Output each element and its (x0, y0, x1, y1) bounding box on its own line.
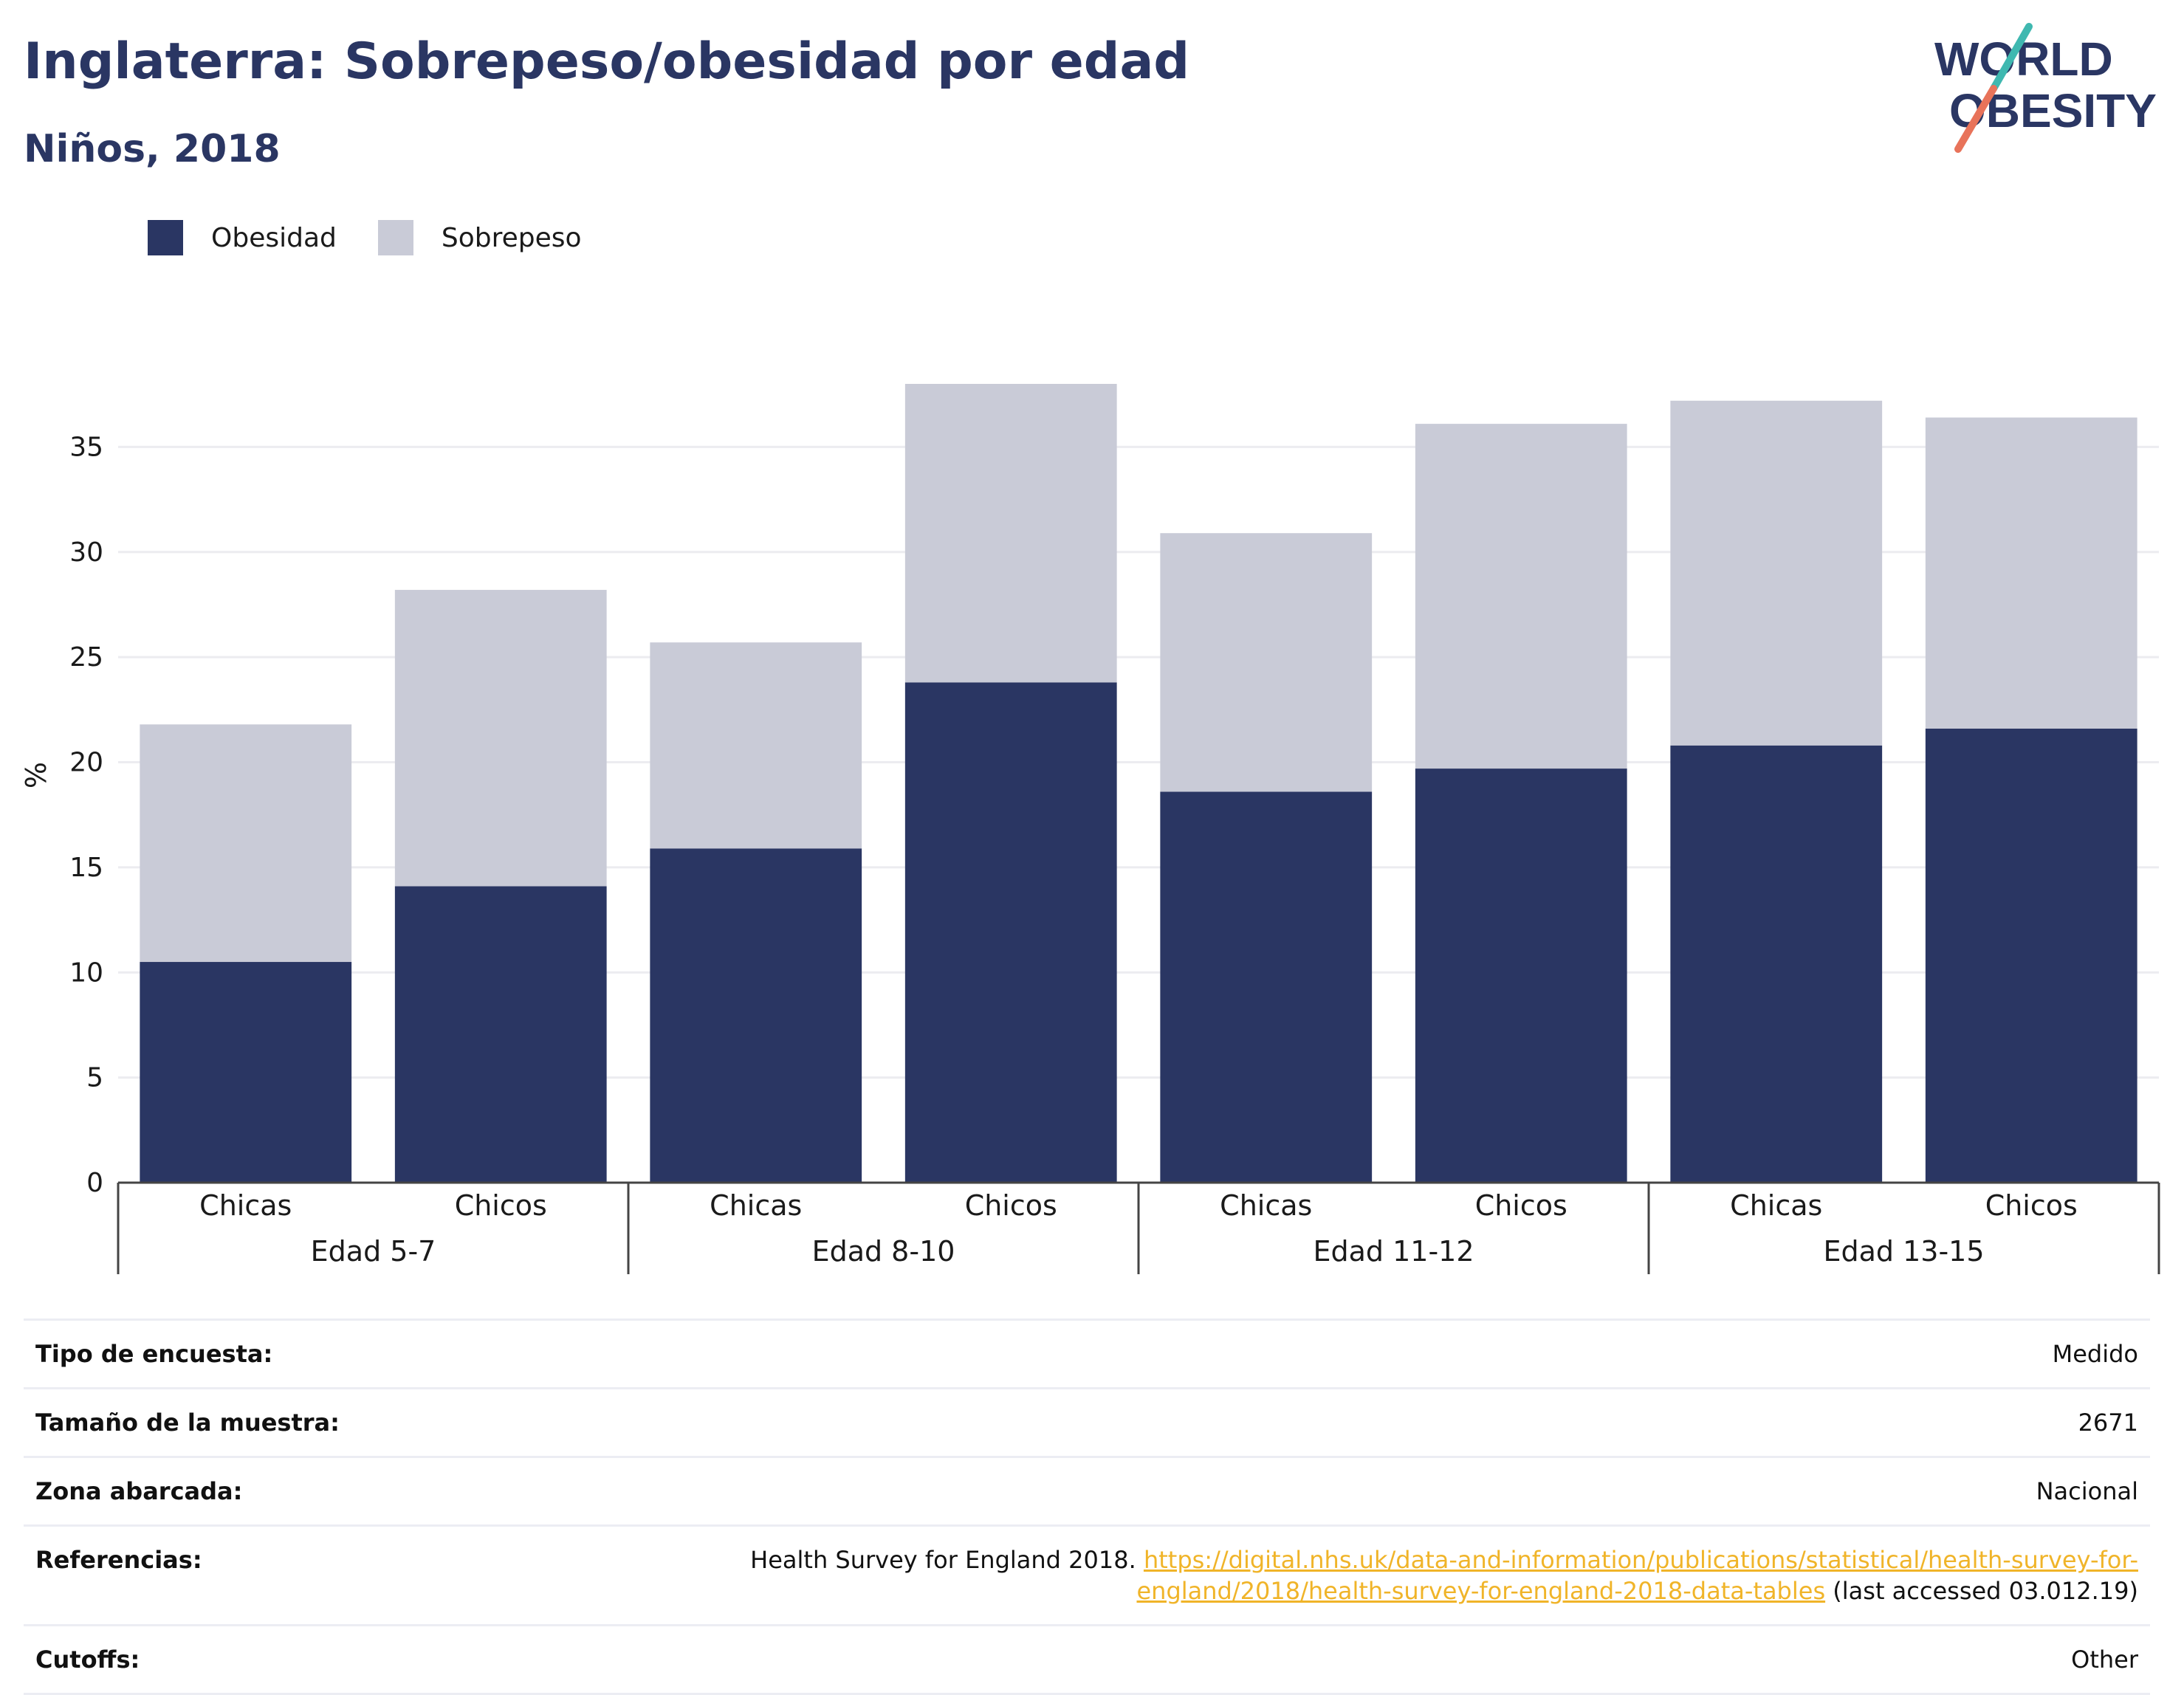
bar-sobrepeso[interactable] (1925, 417, 2137, 729)
world-obesity-logo-graphic: WORLD OBESITY (1934, 23, 2157, 153)
y-tick-label: 10 (69, 957, 103, 988)
metadata-label: Zona abarcada: (35, 1477, 243, 1505)
chart-subtitle: Niños, 2018 (24, 127, 281, 171)
x-tick-label: Chicos (455, 1189, 547, 1222)
metadata-value: Health Survey for England 2018. https://… (750, 1544, 2138, 1606)
bar-sobrepeso[interactable] (904, 384, 1117, 683)
bar-obesidad[interactable] (140, 962, 352, 1183)
metadata-value: Other (2071, 1646, 2138, 1674)
bar-obesidad[interactable] (1670, 745, 1883, 1183)
y-tick-label: 35 (69, 432, 103, 462)
metadata-row-area: Zona abarcada: Nacional (24, 1458, 2150, 1527)
bar-obesidad[interactable] (650, 848, 862, 1183)
logo-slash-coral (1954, 85, 1997, 153)
x-tick-label: Chicas (1220, 1189, 1312, 1222)
stacked-bar-chart: 0 5 10 15 20 25 30 35 Chicas Chicos Chicas Chicos Ch… (20, 384, 2160, 1274)
metadata-value: Medido (2052, 1340, 2138, 1368)
x-tick-label: Chicas (199, 1189, 292, 1222)
bar-obesidad[interactable] (1925, 728, 2137, 1183)
metadata-label: Tipo de encuesta: (35, 1340, 273, 1368)
chart-legend: Obesidad Sobrepeso (148, 220, 623, 255)
legend-label-obesidad: Obesidad (211, 222, 337, 253)
logo-slash-teal (1990, 23, 2033, 92)
x-tick-label: Chicas (710, 1189, 802, 1222)
axes: 0 5 10 15 20 25 30 35 Chicas Chicos Chicas Chicos Ch… (69, 432, 2160, 1274)
legend-swatch-sobrepeso (377, 220, 413, 255)
x-group-label: Edad 11-12 (1313, 1235, 1474, 1268)
reference-text: Health Survey for England 2018. (750, 1546, 1144, 1574)
x-tick-label: Chicos (965, 1189, 1057, 1222)
reference-accessed: (last accessed 03.012.19) (1825, 1577, 2138, 1605)
y-tick-label: 25 (69, 642, 103, 673)
metadata-row-references: Referencias: Health Survey for England 2… (24, 1527, 2150, 1626)
y-tick-label: 30 (69, 537, 103, 568)
metadata-row-survey-type: Tipo de encuesta: Medido (24, 1321, 2150, 1389)
bar-sobrepeso[interactable] (1415, 424, 1627, 769)
bar-obesidad[interactable] (1415, 769, 1627, 1183)
bar-sobrepeso[interactable] (1160, 533, 1373, 792)
legend-label-sobrepeso: Sobrepeso (441, 222, 582, 253)
bar-obesidad[interactable] (394, 886, 607, 1183)
x-group-label: Edad 13-15 (1823, 1235, 1984, 1268)
metadata-label: Referencias: (35, 1546, 202, 1574)
chart-title: Inglaterra: Sobrepeso/obesidad por edad (24, 32, 1190, 91)
metadata-value: Nacional (2036, 1477, 2138, 1505)
legend-swatch-obesidad (148, 220, 183, 255)
bar-sobrepeso[interactable] (1670, 400, 1883, 746)
legend-item-sobrepeso[interactable]: Sobrepeso (377, 220, 582, 255)
bar-sobrepeso[interactable] (650, 642, 862, 849)
metadata-label: Cutoffs: (35, 1646, 140, 1674)
metadata-table: Tipo de encuesta: Medido Tamaño de la mu… (24, 1318, 2150, 1695)
bars (140, 384, 2137, 1183)
metadata-label: Tamaño de la muestra: (35, 1409, 340, 1437)
reference-link[interactable]: https://digital.nhs.uk/data-and-informat… (1136, 1546, 2138, 1605)
bar-obesidad[interactable] (1160, 791, 1373, 1183)
bar-sobrepeso[interactable] (394, 590, 607, 887)
metadata-row-sample-size: Tamaño de la muestra: 2671 (24, 1389, 2150, 1458)
legend-item-obesidad[interactable]: Obesidad (148, 220, 337, 255)
y-tick-label: 0 (86, 1168, 103, 1198)
x-tick-label: Chicos (1475, 1189, 1567, 1222)
y-tick-label: 5 (86, 1063, 103, 1093)
x-tick-label: Chicos (1985, 1189, 2078, 1222)
y-tick-label: 15 (69, 853, 103, 883)
world-obesity-logo[interactable]: WORLD OBESITY (1920, 22, 2171, 155)
x-group-label: Edad 5-7 (311, 1235, 436, 1268)
y-axis-label: % (20, 762, 52, 788)
metadata-value: 2671 (2078, 1409, 2138, 1437)
bar-sobrepeso[interactable] (140, 724, 352, 963)
metadata-row-cutoffs: Cutoffs: Other (24, 1626, 2150, 1695)
x-group-label: Edad 8-10 (812, 1235, 955, 1268)
y-tick-label: 20 (69, 748, 103, 778)
bar-obesidad[interactable] (904, 682, 1117, 1183)
x-tick-label: Chicas (1730, 1189, 1822, 1222)
